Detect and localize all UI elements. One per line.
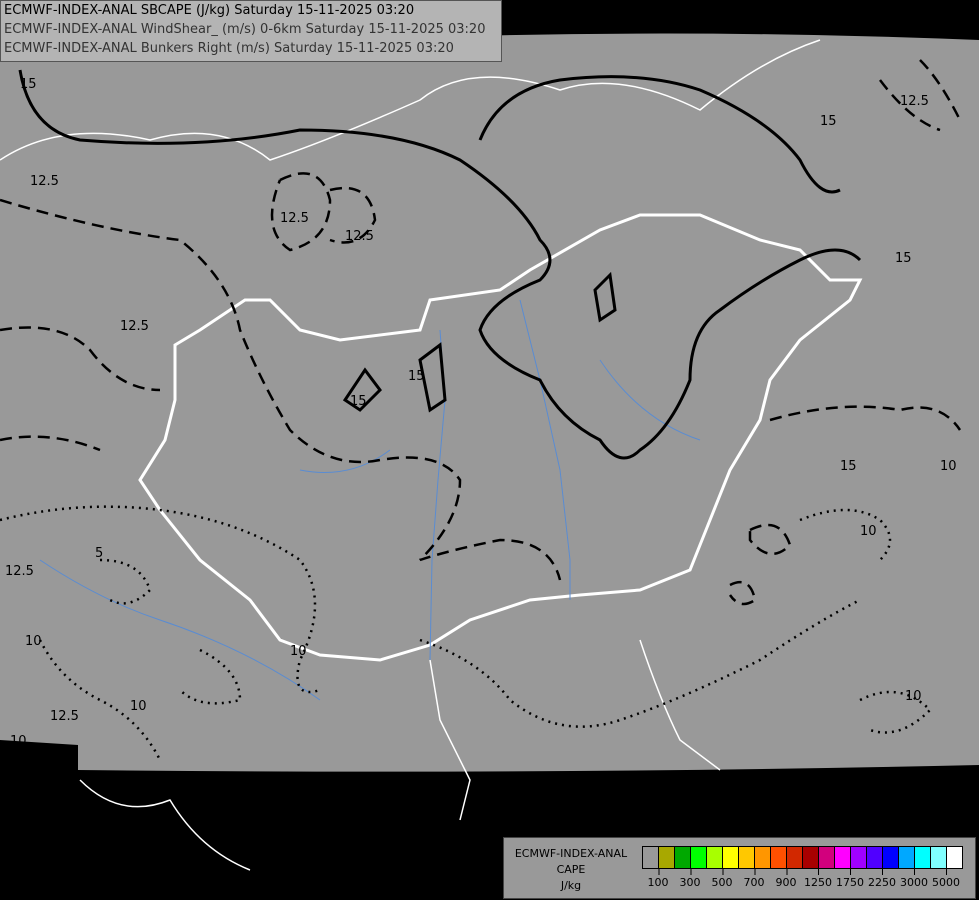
legend-swatch bbox=[707, 847, 723, 868]
contour-label: 10 bbox=[130, 699, 147, 714]
contours-solid bbox=[18, 69, 862, 460]
contour-label: 15 bbox=[350, 394, 367, 409]
legend-swatch bbox=[723, 847, 739, 868]
contour-label: 10 bbox=[940, 459, 957, 474]
legend-swatch bbox=[931, 847, 947, 868]
cape-legend: ECMWF-INDEX-ANAL CAPE J/kg 100 300 500 700 9… bbox=[503, 837, 976, 899]
header-line-bunkers: ECMWF-INDEX-ANAL Bunkers Right (m/s) Sat… bbox=[4, 41, 454, 56]
contour-label: 15 bbox=[840, 459, 857, 474]
legend-tick-label: 300 bbox=[679, 868, 701, 889]
contour-label: 10 bbox=[10, 734, 27, 749]
contour-label: 10 bbox=[860, 524, 877, 539]
legend-tick-label: 5000 bbox=[932, 868, 960, 889]
legend-swatch bbox=[643, 847, 659, 868]
legend-swatch bbox=[787, 847, 803, 868]
legend-model: ECMWF-INDEX-ANAL bbox=[514, 847, 628, 860]
contour-label: 12.5 bbox=[5, 564, 34, 579]
hungary-border bbox=[138, 213, 863, 662]
legend-swatch bbox=[755, 847, 771, 868]
contour-label: 10 bbox=[25, 634, 42, 649]
legend-tick-label: 700 bbox=[743, 868, 765, 889]
legend-tick-label: 2250 bbox=[868, 868, 896, 889]
contour-label: 15 bbox=[408, 369, 425, 384]
legend-swatch bbox=[771, 847, 787, 868]
contour-label: 10 bbox=[290, 644, 307, 659]
legend-swatch bbox=[803, 847, 819, 868]
legend-tick-label: 500 bbox=[711, 868, 733, 889]
legend-tick-label: 900 bbox=[775, 868, 797, 889]
legend-color-scale bbox=[642, 846, 963, 869]
contour-label: 15 bbox=[895, 251, 912, 266]
contour-label: 5 bbox=[95, 546, 103, 561]
legend-swatch bbox=[675, 847, 691, 868]
legend-title: ECMWF-INDEX-ANAL CAPE J/kg bbox=[507, 846, 635, 894]
legend-variable: CAPE bbox=[556, 863, 586, 876]
header-line-windshear: ECMWF-INDEX-ANAL WindShear_ (m/s) 0-6km … bbox=[4, 22, 486, 37]
legend-swatch bbox=[739, 847, 755, 868]
contour-label: 12.5 bbox=[900, 94, 929, 109]
legend-swatch bbox=[835, 847, 851, 868]
contour-label: 12.5 bbox=[50, 709, 79, 724]
contour-label: 12.5 bbox=[280, 211, 309, 226]
contour-labels: 15 12.5 12.5 12.5 12.5 15 15 15 12.5 15 … bbox=[5, 77, 957, 749]
legend-swatch bbox=[947, 847, 962, 868]
model-domain bbox=[0, 33, 979, 772]
contours-dotted bbox=[0, 505, 932, 761]
legend-swatch bbox=[915, 847, 931, 868]
legend-tick-label: 100 bbox=[647, 868, 669, 889]
legend-swatch bbox=[659, 847, 675, 868]
legend-swatch bbox=[851, 847, 867, 868]
legend-unit: J/kg bbox=[560, 879, 582, 892]
legend-swatch bbox=[819, 847, 835, 868]
header-line-sbcape: ECMWF-INDEX-ANAL SBCAPE (J/kg) Saturday … bbox=[4, 3, 415, 18]
contour-label: 15 bbox=[820, 114, 837, 129]
legend-swatch bbox=[691, 847, 707, 868]
contour-label: 10 bbox=[905, 689, 922, 704]
contour-label: 12.5 bbox=[120, 319, 149, 334]
map-header: ECMWF-INDEX-ANAL SBCAPE (J/kg) Saturday … bbox=[0, 0, 502, 62]
legend-swatch bbox=[867, 847, 883, 868]
legend-ticks: 100 300 500 700 900 1250 1750 2250 3000 5000 bbox=[642, 868, 964, 900]
contour-label: 12.5 bbox=[30, 174, 59, 189]
legend-swatch bbox=[883, 847, 899, 868]
contour-label: 12.5 bbox=[345, 229, 374, 244]
country-borders bbox=[0, 39, 821, 871]
legend-tick-label: 1750 bbox=[836, 868, 864, 889]
legend-tick-label: 1250 bbox=[804, 868, 832, 889]
contour-label: 15 bbox=[20, 77, 37, 92]
contours-dashed bbox=[0, 59, 962, 606]
legend-swatch bbox=[899, 847, 915, 868]
legend-tick-label: 3000 bbox=[900, 868, 928, 889]
